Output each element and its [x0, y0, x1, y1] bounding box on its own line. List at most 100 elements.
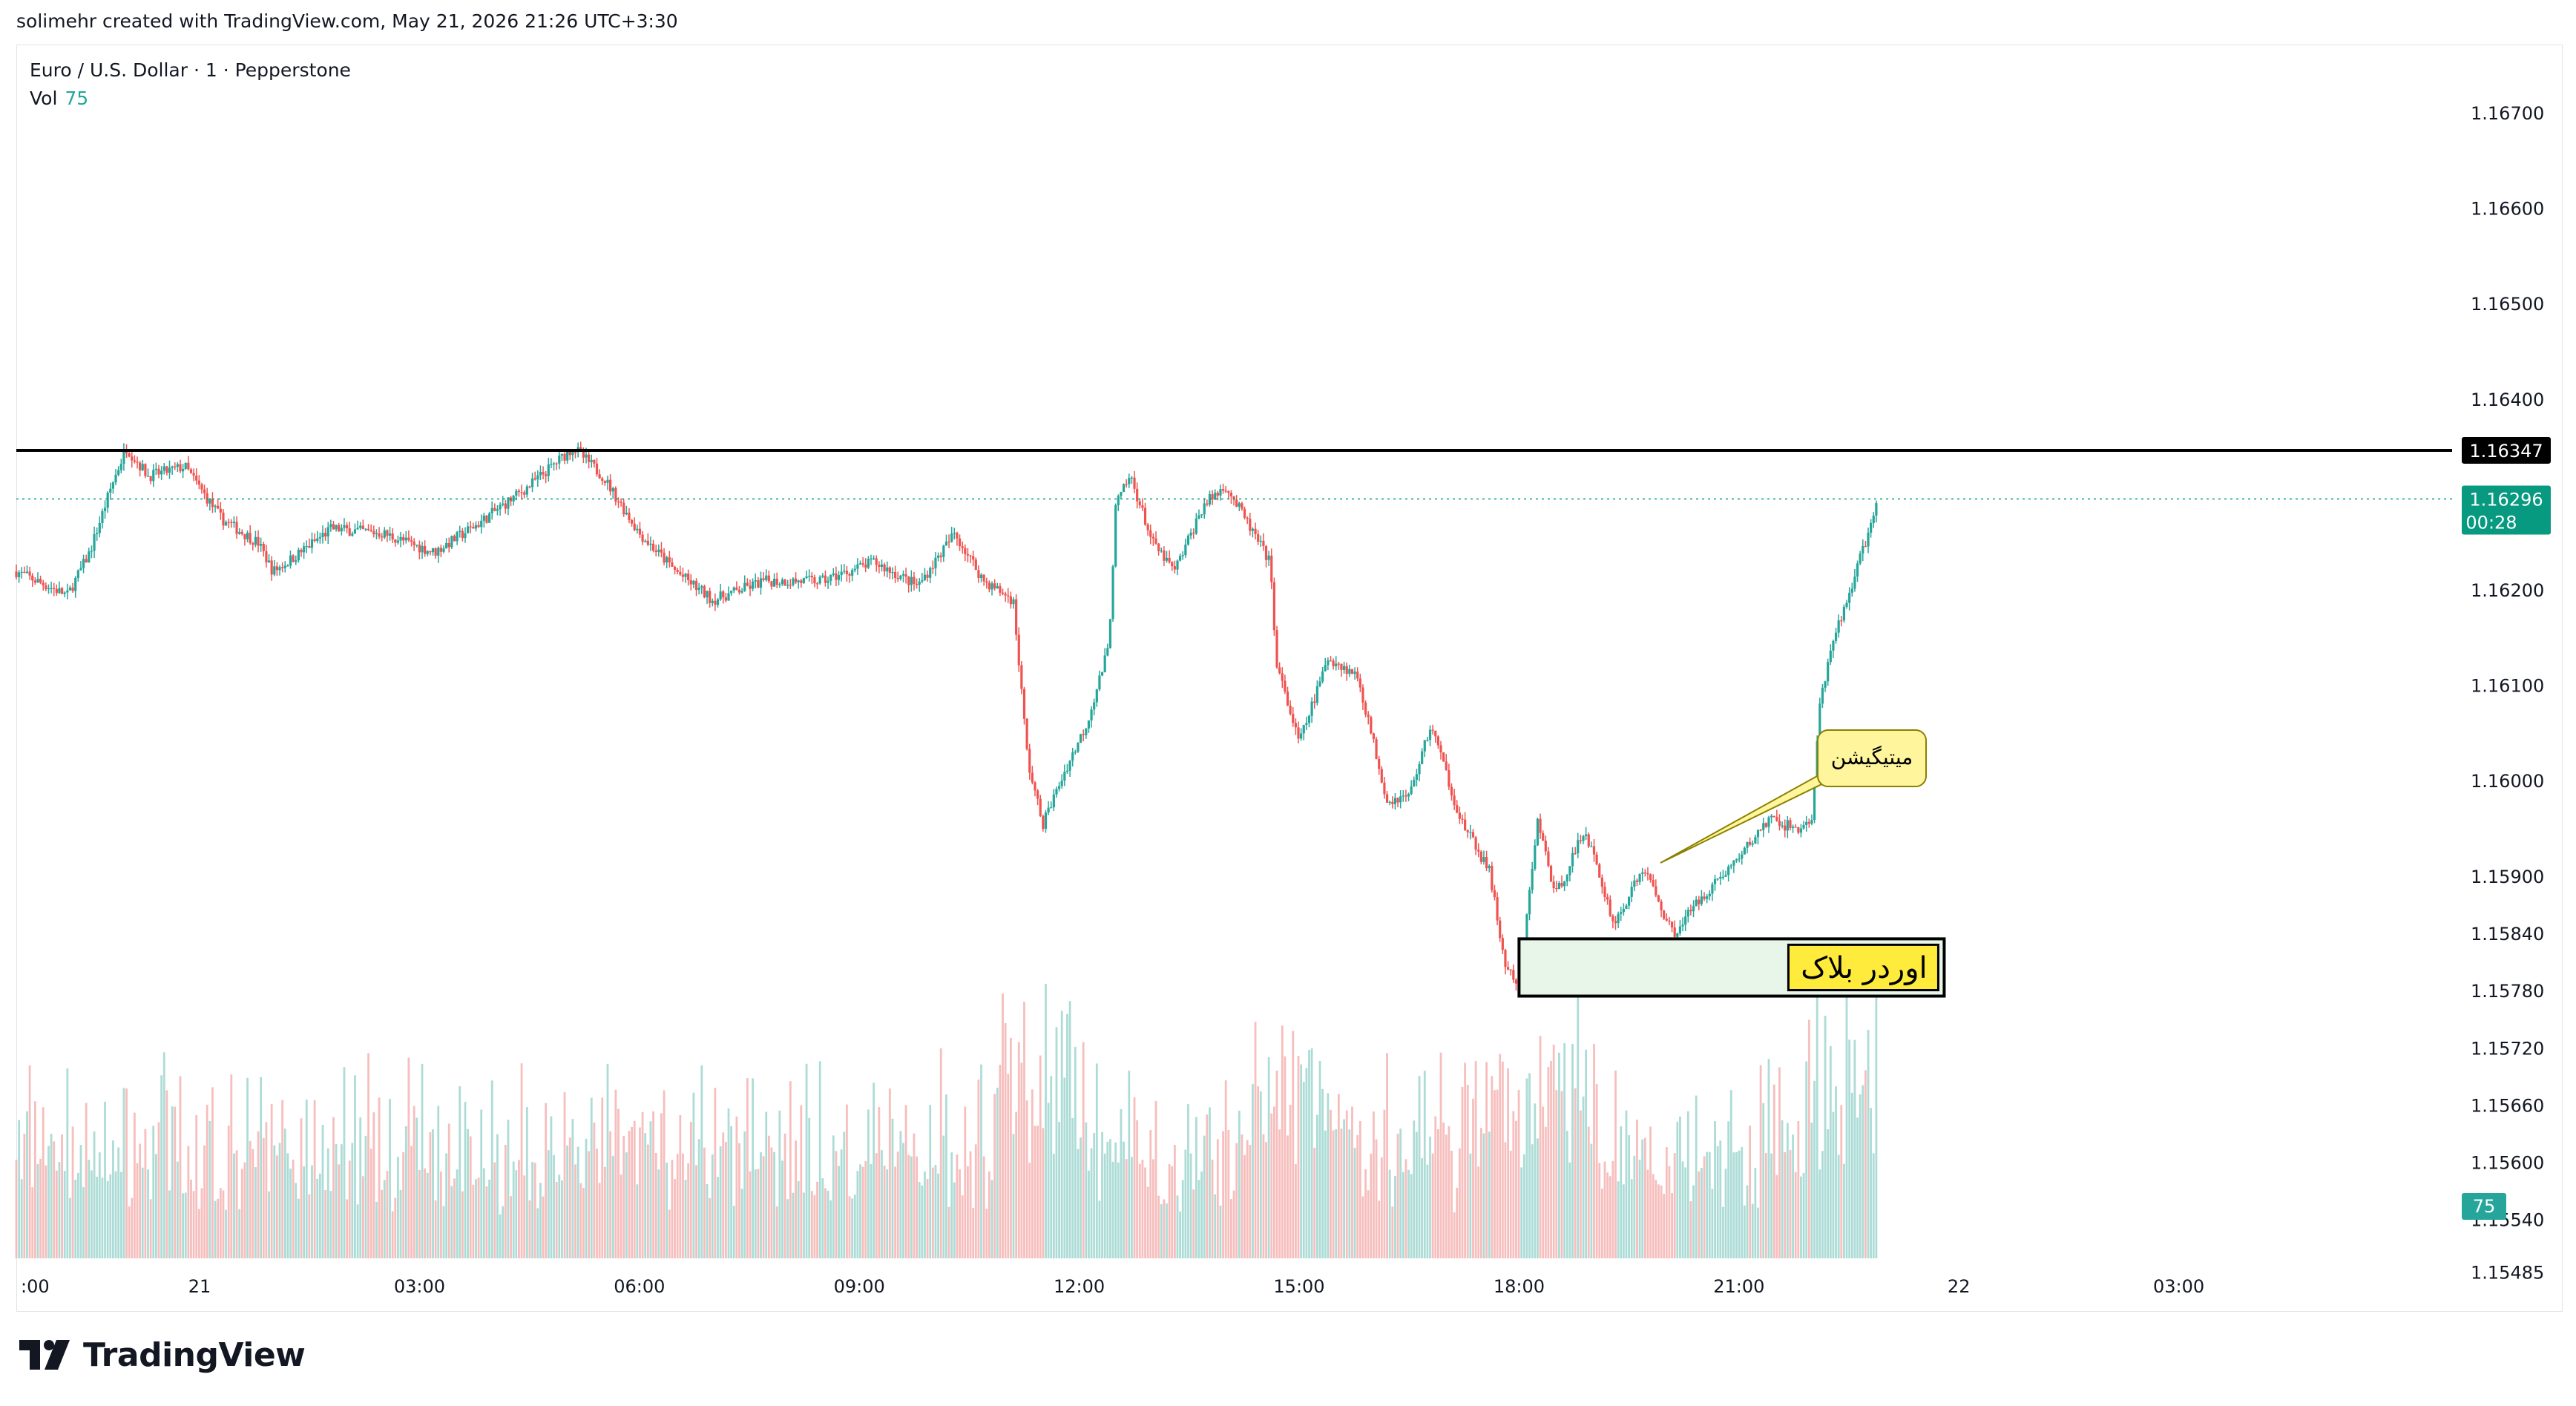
volume-bar [63, 1171, 66, 1258]
y-tick-label: 1.16000 [2471, 771, 2544, 792]
volume-bar [1641, 1139, 1644, 1258]
candle-body [1568, 866, 1571, 876]
candle-body [267, 560, 271, 563]
candle-body [684, 574, 687, 577]
volume-bar [61, 1134, 63, 1258]
volume-bar [727, 1108, 730, 1258]
volume-bar [219, 1188, 222, 1258]
volume-bar [1827, 1129, 1830, 1258]
candle-body [18, 572, 21, 577]
candle-body [1867, 532, 1870, 547]
volume-bar [1241, 1134, 1243, 1258]
volume-bar [386, 1171, 389, 1258]
volume-bar [192, 1191, 195, 1258]
volume-bar [1189, 1153, 1192, 1258]
candle-body [1028, 749, 1031, 773]
volume-bar [1012, 1134, 1015, 1258]
candle-body [1085, 728, 1088, 735]
candle-body [1646, 873, 1649, 875]
candle-body [651, 543, 655, 551]
volume-bar [1294, 1163, 1297, 1258]
volume-bar [934, 1164, 937, 1258]
candle-body [1534, 845, 1537, 869]
volume-bar [300, 1118, 303, 1258]
volume-bar [109, 1174, 112, 1258]
candle-body [1307, 715, 1311, 723]
candle-body [1609, 899, 1611, 916]
candle-body [286, 565, 289, 567]
candle-body [1563, 881, 1566, 887]
volume-bar [1085, 1122, 1088, 1258]
candle-body [1111, 566, 1114, 620]
volume-bar [493, 1162, 496, 1258]
candle-body [1837, 620, 1840, 633]
volume-bar [695, 1165, 697, 1258]
candle-body [1227, 490, 1230, 493]
candle-body [829, 574, 832, 581]
candle-body [1641, 872, 1644, 874]
candle-body [195, 475, 198, 481]
candle-body [375, 533, 378, 535]
chart-area[interactable] [16, 45, 2563, 1312]
symbol-title[interactable]: Euro / U.S. Dollar · 1 · Pepperstone [30, 59, 351, 81]
candle-body [1103, 655, 1106, 673]
candle-body [66, 590, 69, 593]
candle-body [1778, 821, 1781, 827]
volume-bar [689, 1122, 692, 1258]
volume-bar [208, 1120, 211, 1258]
volume-bar [200, 1188, 203, 1258]
volume-bar [313, 1100, 316, 1258]
candle-body [1577, 840, 1580, 854]
volume-bar [507, 1120, 510, 1258]
candle-body [58, 588, 61, 594]
candle-body [1413, 780, 1416, 786]
volume-bar [805, 1063, 808, 1258]
volume-bar [520, 1063, 523, 1258]
volume-bar [1209, 1107, 1211, 1258]
volume-bar [1520, 1167, 1523, 1258]
volume-bar [1176, 1195, 1179, 1258]
volume-bar [1179, 1211, 1182, 1258]
volume-bar [1138, 1163, 1141, 1258]
volume-bar [154, 1154, 157, 1258]
volume-bar [278, 1143, 281, 1258]
candle-body [165, 466, 168, 473]
candle-body [1821, 687, 1824, 704]
volume-bar [364, 1135, 367, 1258]
candle-body [979, 574, 983, 579]
candle-body [1015, 599, 1018, 635]
candle-body [1611, 916, 1614, 922]
volume-bar [579, 1183, 582, 1258]
volume-bar [881, 1150, 883, 1258]
volume-bar [598, 1183, 601, 1258]
x-tick-label: 09:00 [834, 1276, 885, 1297]
candle-body [1781, 825, 1784, 827]
volume-bar [18, 1120, 21, 1258]
volume-bar [1448, 1126, 1450, 1258]
candle-body [778, 584, 781, 585]
volume-bar [875, 1153, 878, 1258]
candle-body [79, 568, 82, 571]
candle-body [802, 577, 806, 583]
candle-body [735, 587, 738, 590]
x-tick-label: 22 [1948, 1276, 1971, 1297]
volume-bar [1431, 1153, 1434, 1258]
volume-bar [1356, 1134, 1359, 1258]
volume-bar [88, 1160, 91, 1258]
chart-legend[interactable]: Euro / U.S. Dollar · 1 · Pepperstone Vol… [30, 56, 351, 113]
volume-bar [1154, 1100, 1157, 1258]
volume-bar [335, 1143, 338, 1258]
candle-body [265, 551, 268, 563]
candle-body [496, 509, 499, 511]
candle-body [453, 536, 456, 542]
volume-bar [1436, 1129, 1439, 1258]
candle-body [1719, 876, 1722, 879]
tradingview-logo[interactable]: TradingView [19, 1333, 306, 1377]
candle-body [972, 556, 975, 560]
volume-bar [684, 1180, 687, 1258]
volume-bar [410, 1146, 413, 1258]
volume-legend[interactable]: Vol 75 [30, 85, 351, 113]
candle-body [666, 557, 668, 563]
candle-body [480, 520, 483, 528]
